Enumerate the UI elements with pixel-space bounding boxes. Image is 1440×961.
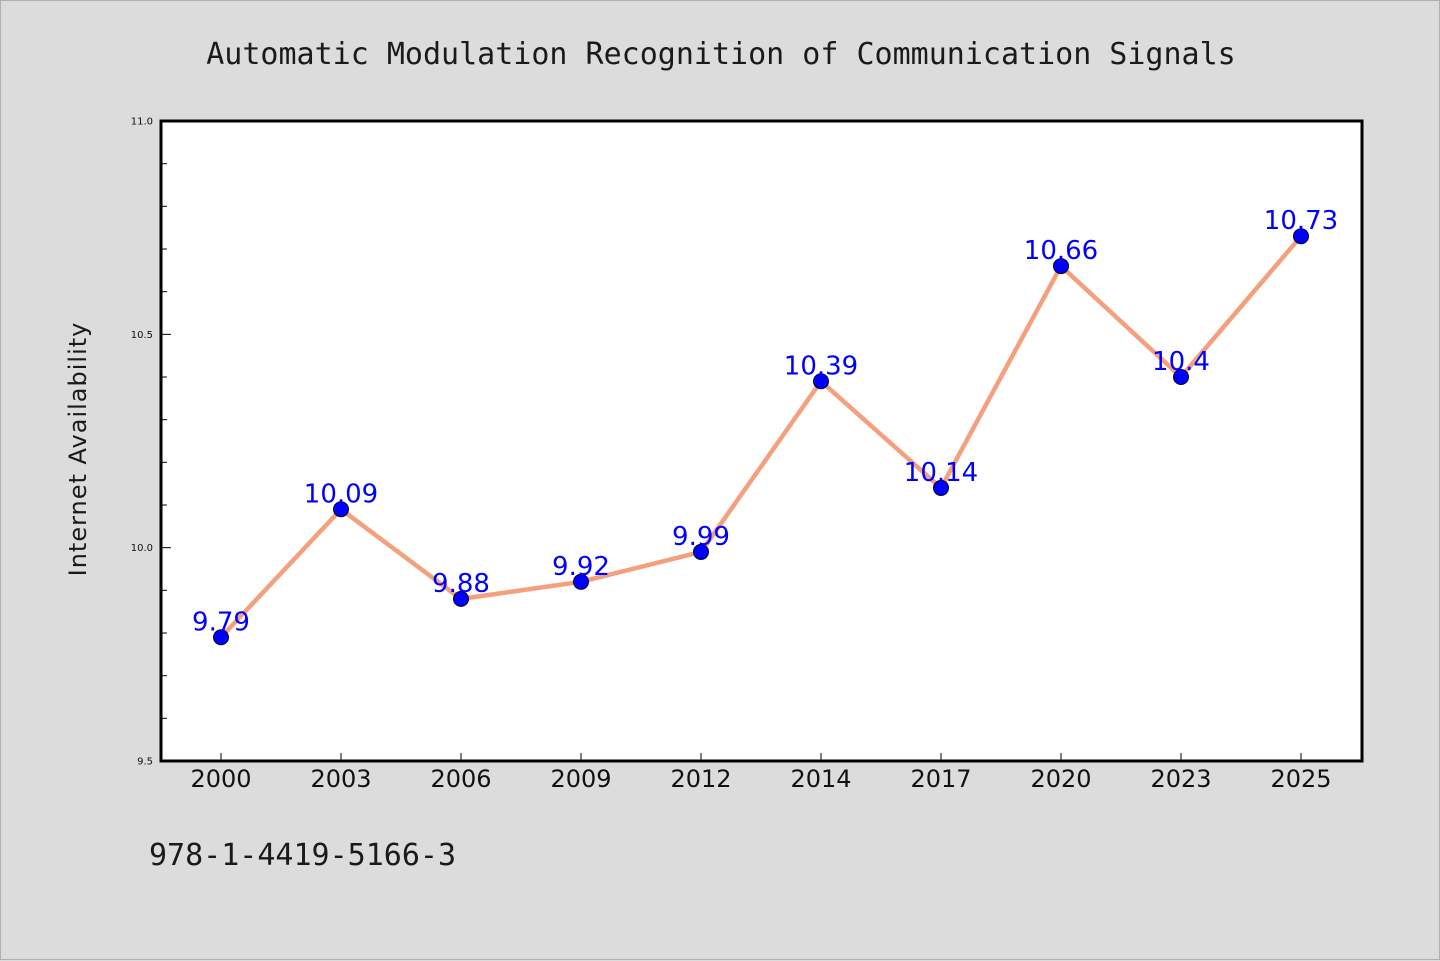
data-point — [933, 479, 949, 496]
x-tick-label: 2006 — [430, 765, 491, 793]
x-tick-label: 2012 — [670, 765, 731, 793]
data-label: 10.4 — [1152, 347, 1210, 377]
y-axis: 9.5 10.0 10.5 11.0 — [131, 117, 171, 768]
chart-title: Automatic Modulation Recognition of Comm… — [206, 37, 1236, 72]
data-point — [573, 573, 589, 590]
x-tick-label: 2003 — [310, 765, 371, 793]
series-line — [218, 233, 1304, 640]
data-point — [1053, 258, 1069, 275]
data-label: 10.09 — [304, 479, 378, 509]
y-tick-label: 10.0 — [131, 543, 153, 554]
y-tick-label: 11.0 — [131, 117, 153, 128]
x-tick-label: 2000 — [190, 765, 251, 793]
x-tick-label: 2020 — [1030, 765, 1091, 793]
data-label: 10.14 — [904, 458, 978, 488]
data-point — [693, 543, 709, 560]
data-point — [1293, 228, 1309, 245]
series-group: 9.79 10.09 9.88 9.92 9.99 10.39 10.14 10.66 10.4… — [192, 206, 1338, 646]
data-label: 10.73 — [1264, 206, 1338, 236]
data-point — [1173, 369, 1189, 385]
data-label: 9.79 — [192, 607, 250, 637]
x-tick-label: 2023 — [1150, 765, 1211, 793]
plot-area — [159, 119, 1364, 763]
x-tick-label: 2025 — [1270, 765, 1331, 793]
data-label: 9.88 — [432, 569, 490, 599]
x-tick-label: 2014 — [790, 765, 851, 793]
data-point — [213, 629, 229, 646]
x-tick-label: 2017 — [910, 765, 971, 793]
x-axis: 2000 2003 2006 2009 2012 2014 2017 2020 2023 2025 — [190, 753, 1332, 793]
y-tick-label: 9.5 — [137, 757, 153, 768]
data-label: 10.66 — [1024, 236, 1098, 266]
data-label: 10.39 — [784, 351, 858, 381]
y-axis-label: Internet Availability — [64, 322, 92, 577]
y-tick-label: 10.5 — [131, 330, 153, 341]
data-label: 9.99 — [672, 522, 730, 552]
data-point — [333, 501, 349, 518]
data-label: 9.92 — [552, 552, 610, 582]
data-point — [813, 373, 829, 390]
isbn-footer: 978-1-4419-5166-3 — [149, 838, 456, 873]
data-point — [453, 590, 469, 607]
x-tick-label: 2009 — [550, 765, 611, 793]
